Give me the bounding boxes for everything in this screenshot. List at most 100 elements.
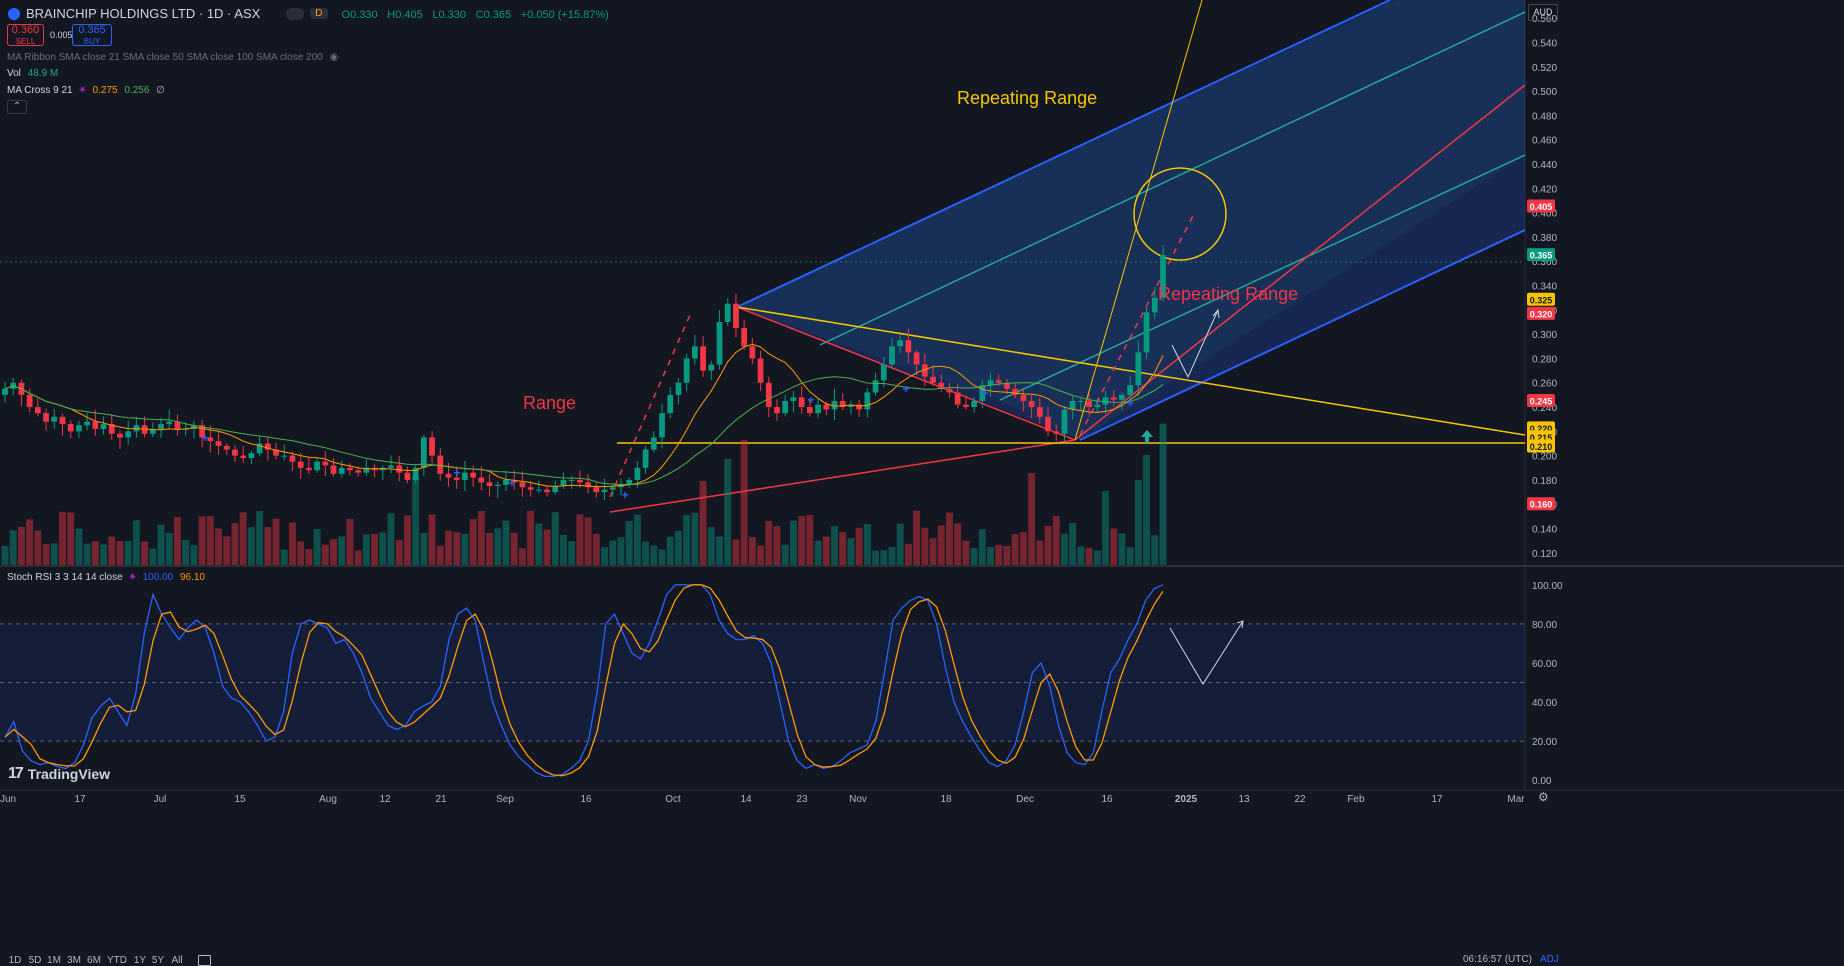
candle-body[interactable] bbox=[281, 455, 288, 457]
candle-body[interactable] bbox=[946, 388, 953, 393]
candle-body[interactable] bbox=[1127, 385, 1134, 395]
candle-body[interactable] bbox=[1119, 394, 1125, 400]
sell-button[interactable]: 0.360 SELL bbox=[7, 24, 44, 46]
candle-body[interactable] bbox=[511, 479, 518, 483]
candle-body[interactable] bbox=[618, 484, 624, 488]
candle-body[interactable] bbox=[552, 486, 559, 493]
time-axis-label[interactable]: 15 bbox=[234, 794, 246, 805]
candle-body[interactable] bbox=[51, 416, 58, 422]
candle-body[interactable] bbox=[577, 479, 583, 483]
time-axis-label[interactable]: 16 bbox=[1101, 794, 1113, 805]
candle-body[interactable] bbox=[314, 461, 320, 471]
settings-gear-icon[interactable]: ⚙ bbox=[1538, 790, 1549, 804]
time-axis-label[interactable]: Mar bbox=[1507, 794, 1525, 805]
stoch-rsi-legend[interactable]: Stoch RSI 3 3 14 14 close ✷ 100.00 96.10 bbox=[7, 572, 205, 583]
candle-body[interactable] bbox=[667, 394, 674, 414]
candle-body[interactable] bbox=[831, 400, 838, 410]
adj-toggle[interactable]: ADJ bbox=[1540, 954, 1559, 965]
candle-body[interactable] bbox=[938, 382, 945, 389]
candle-body[interactable] bbox=[1061, 409, 1068, 434]
candle-body[interactable] bbox=[355, 470, 362, 473]
candle-body[interactable] bbox=[26, 394, 33, 408]
candle-body[interactable] bbox=[921, 364, 928, 377]
candle-body[interactable] bbox=[494, 484, 501, 487]
time-axis-label[interactable]: Feb bbox=[1347, 794, 1365, 805]
candle-body[interactable] bbox=[289, 455, 296, 462]
candle-body[interactable] bbox=[864, 392, 871, 410]
candle-body[interactable] bbox=[420, 437, 427, 468]
time-axis-label[interactable]: 13 bbox=[1238, 794, 1250, 805]
candle-body[interactable] bbox=[568, 479, 575, 481]
candle-body[interactable] bbox=[43, 413, 49, 422]
candle-body[interactable] bbox=[223, 445, 230, 450]
candle-body[interactable] bbox=[445, 473, 452, 478]
candle-body[interactable] bbox=[806, 407, 813, 414]
candle-body[interactable] bbox=[872, 380, 879, 393]
candle-body[interactable] bbox=[264, 443, 271, 450]
candle-body[interactable] bbox=[757, 358, 764, 383]
time-axis-label[interactable]: Dec bbox=[1016, 794, 1034, 805]
dashed-projection-right[interactable] bbox=[1079, 211, 1196, 436]
candle-body[interactable] bbox=[2, 388, 8, 395]
channel-teal-lower[interactable] bbox=[999, 154, 1526, 401]
candle-body[interactable] bbox=[92, 421, 99, 429]
candle-body[interactable] bbox=[1020, 394, 1027, 401]
settings-icon[interactable]: ✷ bbox=[78, 85, 87, 96]
candle-body[interactable] bbox=[273, 449, 279, 456]
candle-body[interactable] bbox=[215, 441, 222, 446]
candle-body[interactable] bbox=[108, 424, 115, 434]
candle-body[interactable] bbox=[659, 413, 665, 438]
time-axis-label[interactable]: 21 bbox=[435, 794, 447, 805]
candle-body[interactable] bbox=[634, 467, 641, 480]
channel-median-red[interactable] bbox=[1074, 84, 1526, 441]
candle-body[interactable] bbox=[248, 453, 255, 459]
candle-body[interactable] bbox=[1053, 431, 1060, 434]
candle-body[interactable] bbox=[412, 467, 419, 480]
candle-body[interactable] bbox=[815, 404, 821, 414]
candle-body[interactable] bbox=[601, 489, 608, 493]
dashed-projection-left[interactable] bbox=[609, 314, 691, 498]
candle-body[interactable] bbox=[741, 328, 748, 347]
candle-body[interactable] bbox=[954, 392, 961, 405]
ma-cross-legend[interactable]: MA Cross 9 21 ✷ 0.275 0.256 ∅ bbox=[7, 85, 165, 96]
candle-body[interactable] bbox=[1028, 400, 1035, 408]
candle-body[interactable] bbox=[330, 465, 337, 474]
time-axis-label[interactable]: 14 bbox=[740, 794, 752, 805]
candle-body[interactable] bbox=[404, 472, 411, 480]
buy-button[interactable]: 0.365 BUY bbox=[72, 24, 112, 46]
candle-body[interactable] bbox=[642, 449, 649, 468]
candle-body[interactable] bbox=[971, 400, 977, 408]
timeframe-button[interactable]: All bbox=[171, 955, 182, 965]
candle-body[interactable] bbox=[158, 424, 164, 429]
candle-body[interactable] bbox=[790, 397, 797, 401]
candle-body[interactable] bbox=[478, 477, 485, 483]
candle-body[interactable] bbox=[1151, 297, 1158, 313]
candle-body[interactable] bbox=[322, 461, 329, 466]
stoch-projection-arrow[interactable] bbox=[1169, 620, 1244, 685]
candle-body[interactable] bbox=[593, 487, 600, 493]
trendline-yellow-down[interactable] bbox=[736, 306, 1526, 436]
candle-body[interactable] bbox=[905, 340, 912, 353]
ma-ribbon-legend[interactable]: MA Ribbon SMA close 21 SMA close 50 SMA … bbox=[7, 52, 338, 63]
candle-body[interactable] bbox=[338, 467, 345, 474]
time-axis-label[interactable]: Nov bbox=[849, 794, 867, 805]
eye-icon[interactable]: ◉ bbox=[329, 52, 339, 63]
time-axis-label[interactable]: Oct bbox=[665, 794, 681, 805]
timeframe-button[interactable]: 3M bbox=[67, 955, 81, 965]
candle-body[interactable] bbox=[535, 489, 542, 491]
candle-body[interactable] bbox=[34, 407, 41, 414]
candle-body[interactable] bbox=[716, 321, 723, 365]
candle-body[interactable] bbox=[174, 421, 181, 429]
candle-body[interactable] bbox=[839, 400, 846, 408]
highlight-circle[interactable] bbox=[1133, 167, 1227, 261]
candle-body[interactable] bbox=[256, 443, 263, 454]
candle-body[interactable] bbox=[930, 376, 936, 383]
candle-body[interactable] bbox=[733, 303, 739, 329]
channel-upper-line[interactable] bbox=[736, 0, 1391, 308]
candle-body[interactable] bbox=[798, 397, 805, 408]
candle-body[interactable] bbox=[987, 380, 994, 386]
candle-body[interactable] bbox=[675, 382, 682, 395]
candle-body[interactable] bbox=[503, 479, 509, 485]
clock-readout[interactable]: 06:16:57 (UTC) bbox=[1463, 954, 1532, 965]
